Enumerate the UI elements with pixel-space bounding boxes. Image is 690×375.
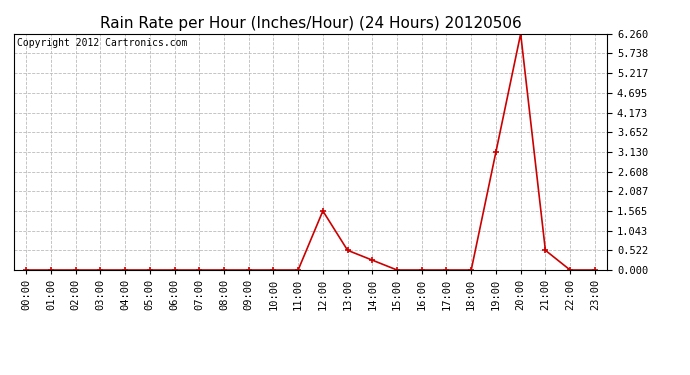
Text: Copyright 2012 Cartronics.com: Copyright 2012 Cartronics.com — [17, 39, 187, 48]
Title: Rain Rate per Hour (Inches/Hour) (24 Hours) 20120506: Rain Rate per Hour (Inches/Hour) (24 Hou… — [99, 16, 522, 31]
